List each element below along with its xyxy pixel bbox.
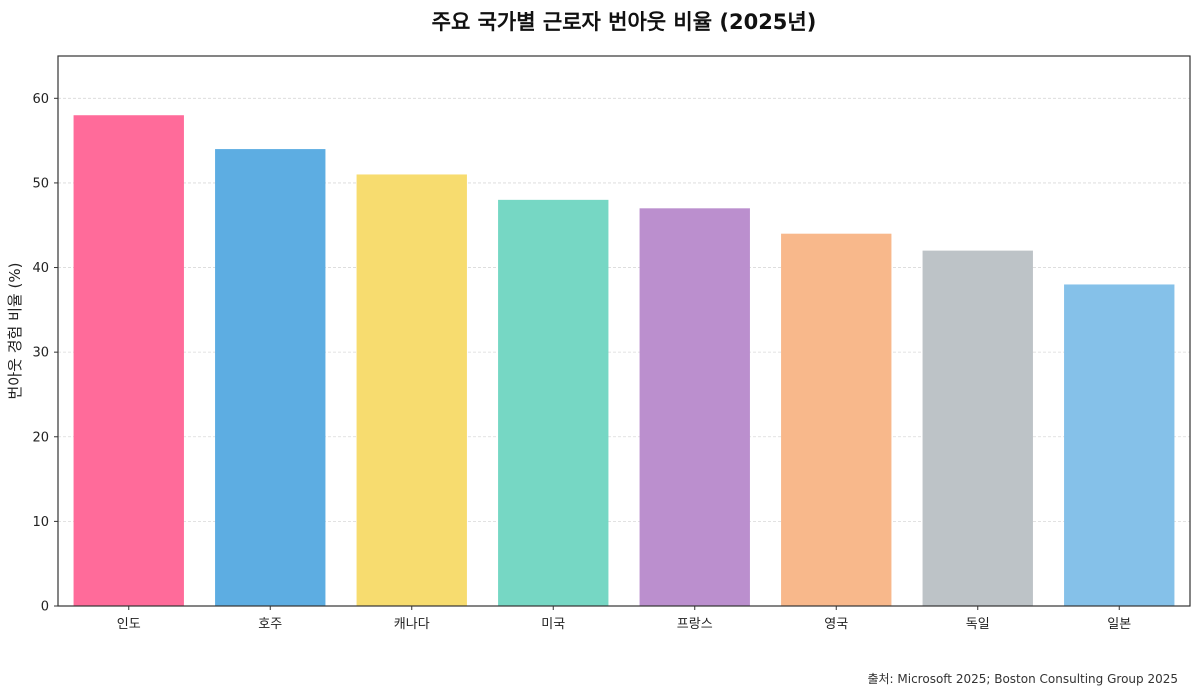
bar-7 — [922, 250, 1033, 606]
y-tick-label: 30 — [32, 346, 49, 361]
x-tick-label: 캐나다 — [394, 617, 430, 632]
bar-8 — [1064, 284, 1175, 606]
bar-3 — [356, 174, 467, 606]
x-tick-label: 인도 — [117, 617, 141, 632]
y-tick-label: 20 — [32, 430, 49, 445]
bar-4 — [498, 199, 609, 606]
y-tick-label: 0 — [41, 600, 49, 615]
x-tick-label: 독일 — [966, 617, 990, 632]
chart-title: 주요 국가별 근로자 번아웃 비율 (2025년) — [432, 10, 817, 34]
bar-2 — [215, 149, 326, 607]
y-axis-label: 번아웃 경험 비율 (%) — [6, 263, 24, 400]
x-tick-label: 일본 — [1107, 617, 1131, 632]
x-tick-label: 호주 — [258, 617, 282, 632]
bar-1 — [73, 115, 184, 606]
bar-5 — [639, 208, 750, 607]
y-tick-label: 50 — [32, 176, 49, 191]
source-note: 출처: Microsoft 2025; Boston Consulting Gr… — [867, 672, 1178, 686]
y-tick-label: 60 — [32, 92, 49, 107]
y-tick-label: 10 — [32, 515, 49, 530]
bars — [73, 115, 1175, 607]
plot-frame — [57, 55, 1191, 607]
x-tick-label: 미국 — [541, 617, 565, 632]
bar-6 — [781, 233, 892, 606]
grid-lines — [58, 97, 1190, 522]
y-tick-label: 40 — [32, 261, 49, 276]
x-axis-ticks: 인도 호주 캐나다 미국 프랑스 영국 독일 일본 — [117, 606, 1131, 632]
x-tick-label: 프랑스 — [677, 617, 713, 632]
x-tick-label: 영국 — [824, 617, 848, 632]
y-axis-ticks: 0 10 20 30 40 50 60 — [32, 92, 58, 615]
